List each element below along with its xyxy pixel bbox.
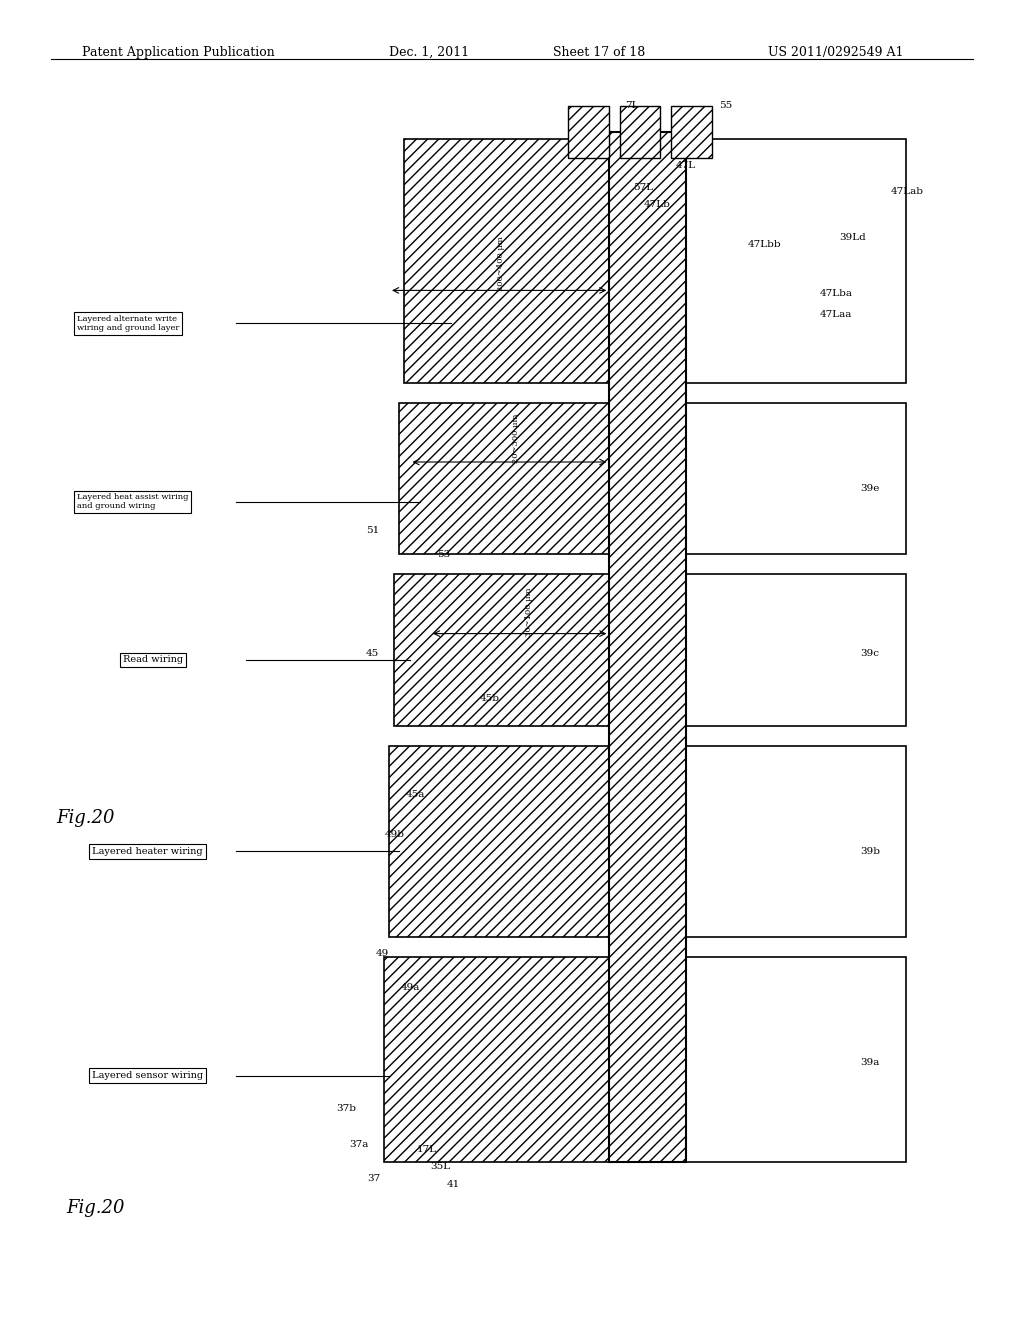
Text: Sheet 17 of 18: Sheet 17 of 18 [553, 46, 645, 59]
Text: 51: 51 [366, 527, 379, 535]
Bar [399, 403, 609, 554]
Text: 49b: 49b [384, 830, 404, 838]
Text: 55: 55 [719, 102, 732, 110]
Text: 37a: 37a [349, 1140, 369, 1148]
Text: 17L: 17L [417, 1146, 437, 1154]
Bar [686, 746, 906, 937]
Text: 47L: 47L [676, 161, 696, 169]
Text: 39Ld: 39Ld [840, 234, 866, 242]
Text: Patent Application Publication: Patent Application Publication [82, 46, 274, 59]
Text: Fig.20: Fig.20 [56, 809, 115, 828]
Text: 47Lbb: 47Lbb [748, 240, 781, 248]
Text: 45a: 45a [406, 791, 425, 799]
Bar [568, 106, 609, 158]
Text: 47Laa: 47Laa [819, 310, 852, 318]
Bar [620, 106, 660, 158]
Bar [686, 957, 906, 1162]
Text: Fig.20: Fig.20 [67, 1199, 125, 1217]
Text: 7L: 7L [625, 102, 638, 110]
Text: 47Lba: 47Lba [819, 289, 852, 297]
Text: 37b: 37b [336, 1105, 356, 1113]
Text: 39e: 39e [860, 484, 880, 492]
Bar [609, 132, 686, 1162]
Text: Dec. 1, 2011: Dec. 1, 2011 [389, 46, 469, 59]
Text: 37: 37 [368, 1175, 381, 1183]
Text: 39a: 39a [860, 1059, 880, 1067]
Text: 41: 41 [447, 1180, 460, 1188]
Bar [671, 106, 712, 158]
Text: 39b: 39b [860, 847, 881, 855]
Bar [609, 132, 686, 1162]
Bar [389, 746, 609, 937]
Text: 45: 45 [366, 649, 379, 657]
Bar [404, 139, 609, 383]
Text: 49a: 49a [400, 983, 420, 991]
Text: Layered heat assist wiring
and ground wiring: Layered heat assist wiring and ground wi… [77, 492, 188, 511]
Text: US 2011/0292549 A1: US 2011/0292549 A1 [768, 46, 903, 59]
Text: Read wiring: Read wiring [123, 656, 183, 664]
Bar [384, 957, 609, 1162]
Bar [394, 574, 609, 726]
Text: 49: 49 [376, 949, 389, 957]
Text: 47Lb: 47Lb [644, 201, 671, 209]
Text: 20~300 μm: 20~300 μm [512, 413, 520, 463]
Bar [686, 403, 906, 554]
Text: 57L: 57L [633, 183, 653, 191]
Text: 39c: 39c [860, 649, 880, 657]
Bar [686, 139, 906, 383]
Text: 53: 53 [437, 550, 451, 558]
Text: 200~400 μm: 200~400 μm [497, 236, 505, 292]
Text: Layered alternate write
wiring and ground layer: Layered alternate write wiring and groun… [77, 314, 179, 333]
Text: Layered sensor wiring: Layered sensor wiring [92, 1072, 204, 1080]
Text: 35L: 35L [430, 1163, 451, 1171]
Bar [686, 574, 906, 726]
Text: Layered heater wiring: Layered heater wiring [92, 847, 203, 855]
Text: 30~100 μm: 30~100 μm [525, 587, 534, 638]
Text: 47Lab: 47Lab [891, 187, 924, 195]
Text: 45b: 45b [479, 694, 500, 702]
